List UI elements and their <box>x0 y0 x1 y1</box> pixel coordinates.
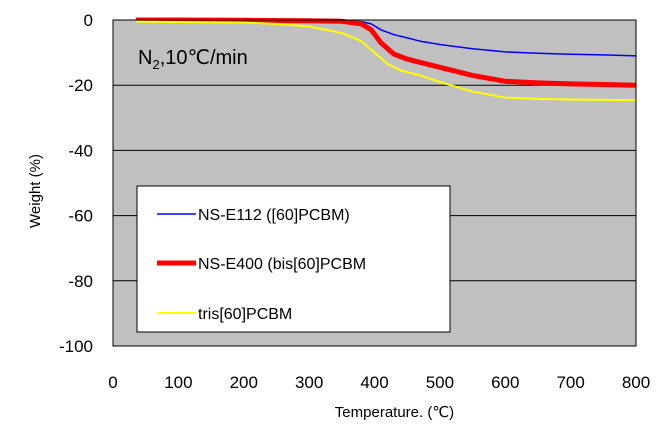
series-line-2 <box>135 17 637 88</box>
legend-box <box>136 185 451 333</box>
y-tick-label: -60 <box>68 207 93 226</box>
x-tick-labels: 0 100 200 300 400 500 600 700 800 <box>108 373 650 392</box>
series-line-3 <box>135 20 637 102</box>
x-tick-label: 0 <box>108 373 117 392</box>
x-tick-label: 100 <box>164 373 192 392</box>
conditions-annotation: N2,10℃/min <box>138 47 248 72</box>
x-tick-label: 200 <box>230 373 258 392</box>
x-tick-label: 800 <box>622 373 650 392</box>
legend-label: NS-E112 ([60]PCBM) <box>198 207 350 224</box>
y-tick-label: -40 <box>68 141 93 160</box>
plot-frame <box>112 19 637 347</box>
y-tick-labels: 0 -20 -40 -60 -80 -100 <box>59 11 93 356</box>
y-tick-label: 0 <box>84 11 93 30</box>
legend-label: NS-E400 (bis[60]PCBM <box>198 256 366 273</box>
legend-label: tris[60]PCBM <box>198 306 292 323</box>
x-tick-label: 600 <box>491 373 519 392</box>
x-tick-label: 700 <box>556 373 584 392</box>
x-tick-label: 400 <box>360 373 388 392</box>
annotation-rest: ,10℃/min <box>160 47 248 69</box>
y-tick-label: -100 <box>59 337 93 356</box>
annotation-subscript: 2 <box>152 57 159 72</box>
y-tick-label: -20 <box>68 76 93 95</box>
annotation-base: N <box>138 47 152 69</box>
series-layer <box>135 17 637 102</box>
legend: NS-E112 ([60]PCBM) NS-E400 (bis[60]PCBM tr… <box>136 185 451 333</box>
y-tick-label: -80 <box>68 272 93 291</box>
x-tick-label: 500 <box>426 373 454 392</box>
x-axis-label: Temperature. (℃) <box>335 404 454 421</box>
x-tick-label: 300 <box>295 373 323 392</box>
y-axis-label: Weight (%) <box>27 154 44 228</box>
